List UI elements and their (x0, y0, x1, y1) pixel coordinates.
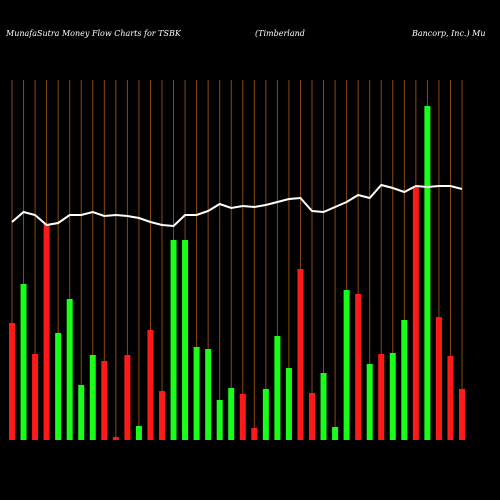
bar (193, 347, 200, 440)
bar (274, 336, 281, 440)
bar (401, 320, 408, 440)
bar (447, 356, 454, 440)
bar (228, 388, 235, 440)
bar (101, 361, 108, 440)
bar (89, 355, 96, 440)
bar (309, 393, 315, 440)
bar (135, 426, 142, 440)
bar (332, 427, 339, 440)
bar (355, 294, 362, 440)
bar (124, 355, 131, 440)
bar (297, 269, 304, 440)
bar (343, 290, 350, 440)
bar (9, 323, 15, 440)
bar (412, 186, 419, 440)
bar (285, 368, 292, 440)
bar (251, 428, 258, 440)
chart-subtitle: (Timberland (255, 29, 305, 38)
bar (205, 349, 212, 440)
chart-subtitle: Bancorp, Inc.) Mu (411, 29, 485, 38)
bar (262, 389, 269, 440)
price-line (11, 183, 463, 228)
bar (320, 373, 327, 440)
bar (366, 364, 373, 440)
bar (55, 333, 62, 440)
bar (424, 106, 431, 440)
bar (66, 299, 73, 440)
bar (378, 354, 385, 440)
bar (459, 389, 465, 440)
bar (43, 224, 50, 440)
bar (182, 240, 189, 440)
chart-title: MunafaSutra Money Flow Charts for TSBK (5, 29, 182, 38)
bar (435, 317, 442, 440)
bar (20, 284, 27, 440)
bar (32, 354, 39, 440)
bar (239, 394, 246, 440)
bar (216, 400, 223, 440)
bar (159, 391, 165, 440)
bar (147, 330, 154, 440)
bar (170, 240, 177, 440)
bar (112, 437, 119, 440)
bar (78, 385, 85, 440)
bar (389, 353, 396, 440)
